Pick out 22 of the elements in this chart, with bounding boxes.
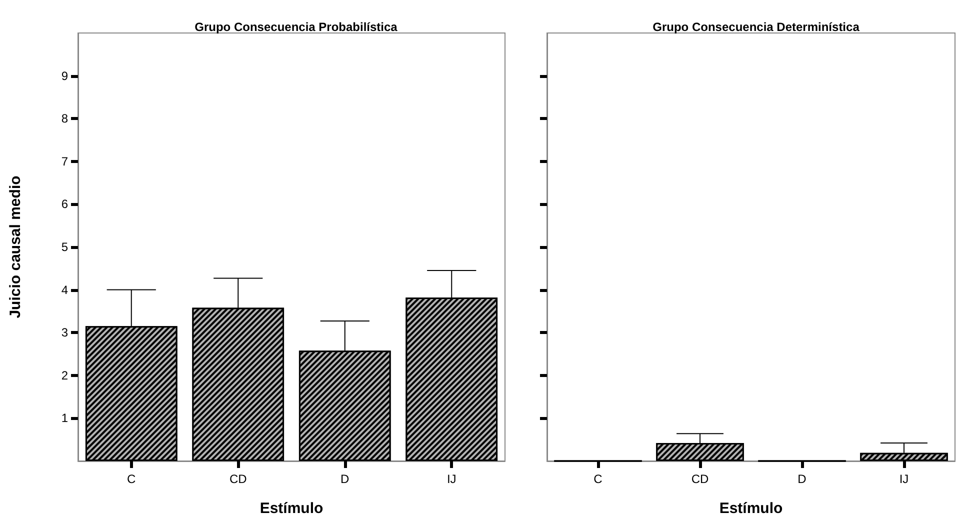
x-tick-label: D: [798, 472, 807, 486]
y-tick-label: 2: [61, 368, 68, 382]
y-tick-label: 8: [61, 112, 68, 126]
x-tick-label: CD: [691, 472, 709, 486]
y-tick-label: 9: [61, 68, 68, 83]
y-tick-label: 4: [61, 282, 68, 297]
x-axis-title: Estímulo: [260, 500, 324, 517]
x-axis-title: Estímulo: [719, 500, 783, 517]
y-axis-title: Juicio causal medio: [7, 176, 24, 318]
x-tick-label: C: [127, 472, 136, 486]
x-tick-label: C: [594, 472, 603, 486]
x-tick-label: D: [340, 472, 350, 486]
y-tick-label: 6: [61, 197, 68, 212]
y-tick-label: 3: [61, 326, 68, 340]
chart-title: Grupo Consecuencia Probabilística: [194, 20, 398, 34]
x-tick-label: IJ: [899, 472, 909, 486]
y-tick-label: 1: [61, 411, 68, 426]
x-tick-label: CD: [229, 472, 248, 486]
chart-title: Grupo Consecuencia Determinística: [652, 20, 860, 34]
y-tick-label: 5: [61, 240, 68, 254]
y-tick-label: 7: [61, 154, 68, 168]
x-tick-label: IJ: [446, 472, 456, 486]
